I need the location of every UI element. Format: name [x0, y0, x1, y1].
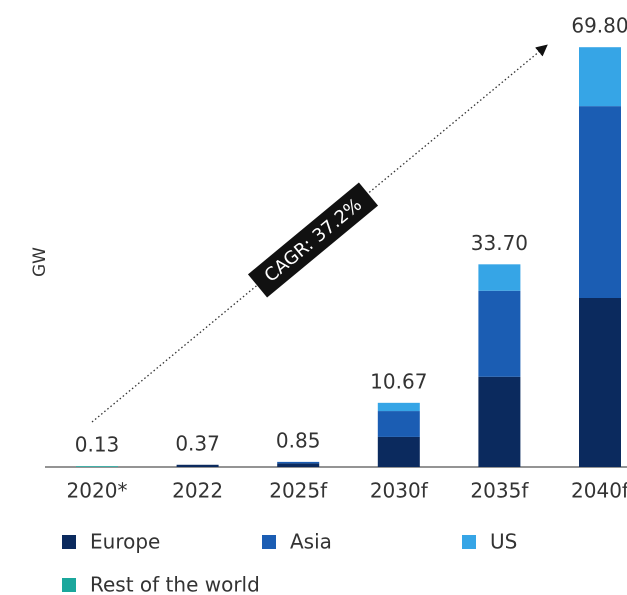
bar-segment	[176, 464, 219, 467]
y-axis-label: GW	[30, 247, 50, 277]
legend-swatch	[62, 578, 76, 592]
bar-segment	[277, 461, 320, 464]
x-tick-label: 2025f	[269, 479, 328, 503]
bar-segment	[76, 466, 118, 467]
total-label: 33.70	[471, 231, 528, 255]
legend-label: Europe	[90, 530, 160, 554]
bar-segment	[478, 290, 521, 377]
annotation: CAGR: 37.2%	[261, 194, 366, 286]
bar-segment	[377, 411, 420, 437]
x-tick-label: 2040f	[571, 479, 627, 503]
legend-swatch	[262, 535, 276, 549]
total-label: 69.80	[571, 14, 627, 38]
x-tick-label: 2030f	[370, 479, 429, 503]
x-tick-label: 2020*	[67, 479, 128, 503]
badge-box	[247, 182, 379, 298]
bar-segment	[478, 376, 521, 467]
legend-swatch	[462, 535, 476, 549]
legend-label: Rest of the world	[90, 573, 260, 595]
total-label: 0.85	[276, 428, 321, 452]
cagr-badge: CAGR: 37.2%	[247, 182, 379, 298]
bar-segment	[277, 463, 320, 467]
bar-segment	[579, 47, 621, 107]
total-label: 0.37	[175, 431, 220, 455]
legend-label: US	[490, 530, 517, 554]
bar-segment	[377, 402, 420, 412]
bar-segment	[377, 436, 420, 467]
legend-swatch	[62, 535, 76, 549]
total-label: 10.67	[370, 369, 427, 393]
total-label: 0.13	[75, 433, 120, 457]
bar-segment	[478, 264, 521, 291]
legend-label: Asia	[290, 530, 332, 554]
bar-segment	[579, 106, 621, 298]
x-tick-label: 2035f	[470, 479, 529, 503]
x-tick-label: 2022	[172, 479, 223, 503]
bar-segment	[579, 297, 621, 467]
